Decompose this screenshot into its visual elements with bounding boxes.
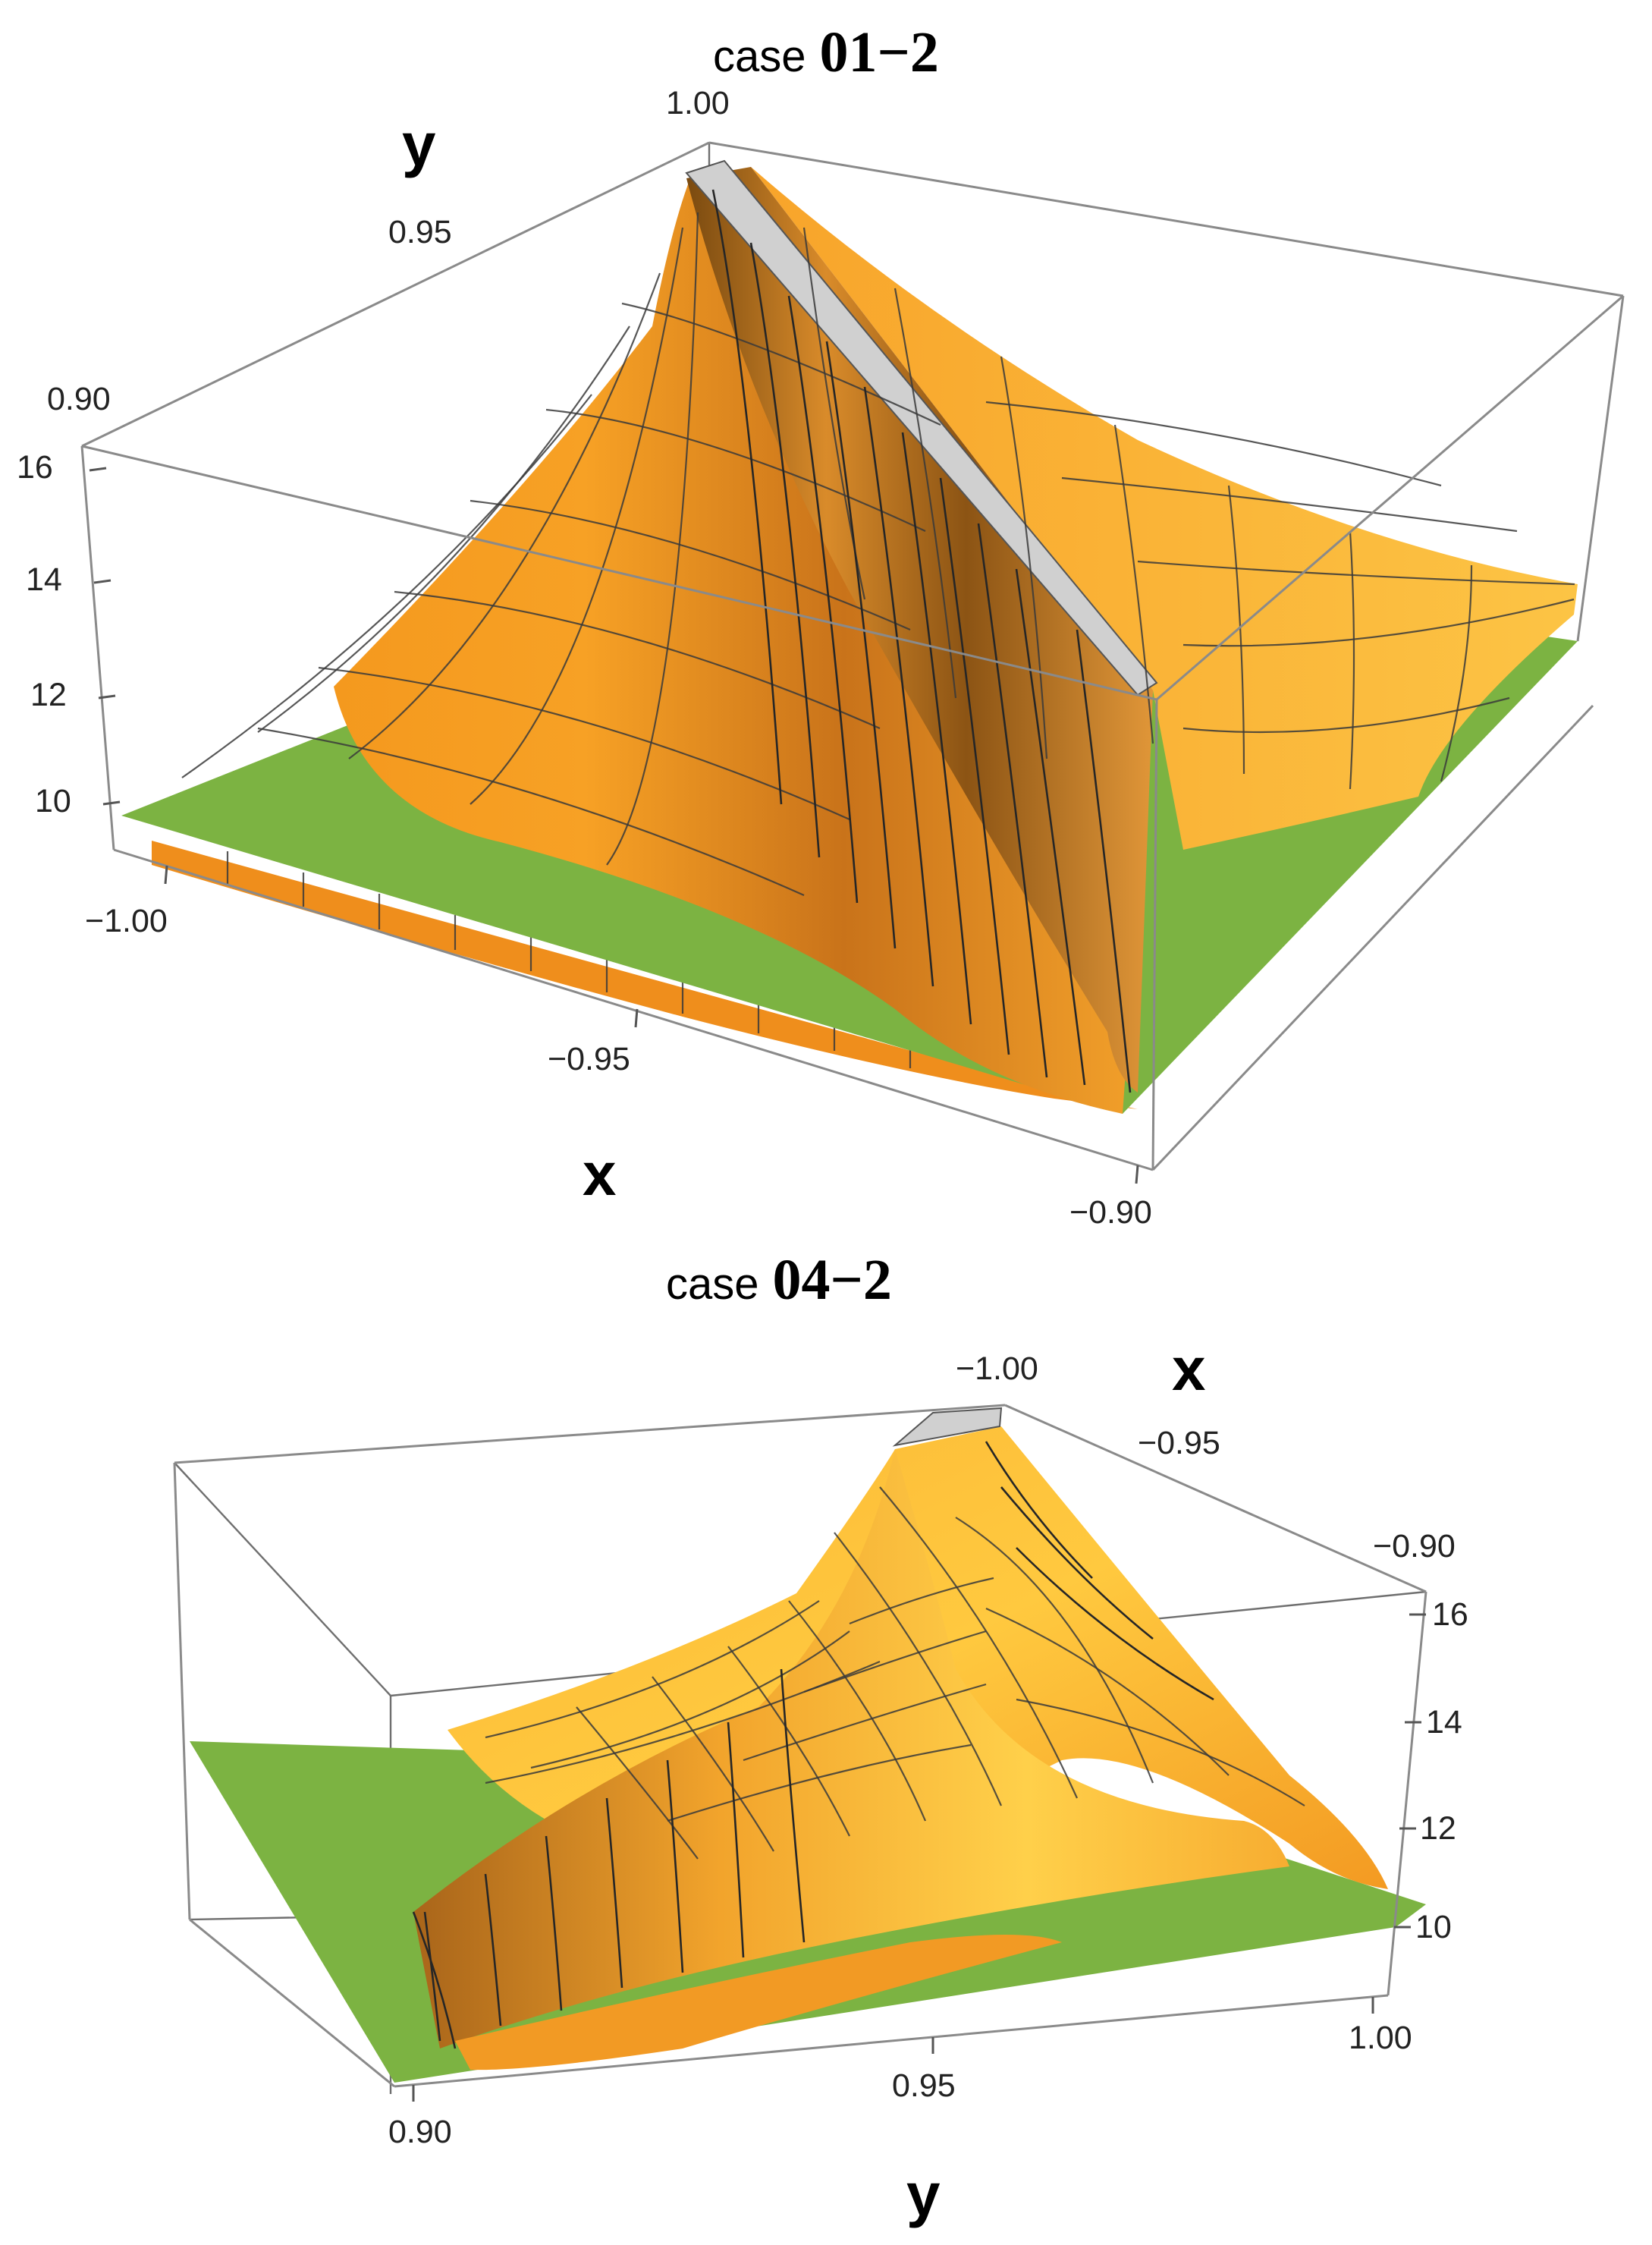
panel-1-z-ticks: 16 14 12 10 (17, 449, 121, 819)
panel-2-ridge-cap (892, 1407, 1003, 1447)
panel-2-ridge-lines (412, 1441, 1214, 2049)
panel-1-x-tick-max: −0.90 (1069, 1194, 1152, 1231)
panel-1-ridge-cap (685, 159, 1158, 696)
panel-1-z-tick-14: 14 (26, 561, 62, 598)
panel-1-x-tick-min: −1.00 (85, 903, 168, 939)
panel-2-x-tick-max: −0.90 (1373, 1528, 1456, 1564)
chart-panel-2: case 04−2 (173, 1248, 1468, 2228)
panel-2-x-axis-label: x (1172, 1335, 1206, 1403)
panel-2-x-tick-min: −1.00 (956, 1350, 1038, 1387)
panel-2-z-tick-12: 12 (1420, 1810, 1456, 1847)
panel-1-box (80, 141, 1625, 1171)
panel-1-z-tick-12: 12 (30, 677, 67, 713)
panel-1-z-tick-10: 10 (35, 783, 71, 819)
panel-2-y-tick-0.90: 0.90 (388, 2114, 452, 2150)
panel-2-surface-front (413, 1449, 1289, 2048)
panel-2-surface-mesh (485, 1486, 1305, 1860)
panel-1-x-ticks: −1.00 −0.95 −0.90 x (85, 865, 1152, 1231)
panel-1-title-prefix: case (713, 32, 806, 81)
panel-1-y-tick-1.00: 1.00 (666, 85, 730, 121)
panel-1-x-axis-label: x (583, 1140, 617, 1208)
panel-2-box (173, 1404, 1427, 2088)
panel-1-title-id: 01−2 (820, 20, 939, 84)
panel-2-y-axis-label: y (906, 2161, 941, 2228)
panel-1-y-tick-0.95: 0.95 (388, 214, 452, 250)
panel-2-z-tick-14: 14 (1426, 1704, 1462, 1740)
panel-2-z-tick-10: 10 (1415, 1909, 1452, 1945)
panel-2-z-tick-16: 16 (1432, 1596, 1468, 1633)
panel-2-title: case 04−2 (666, 1248, 892, 1312)
panel-1-y-axis-label: y (402, 111, 436, 178)
panel-1-surface-right (751, 167, 1578, 850)
panel-1-z-tick-16: 16 (17, 449, 53, 486)
chart-panel-1: case 01−2 (17, 20, 1625, 1231)
panel-2-y-ticks: 0.90 0.95 1.00 y (388, 1997, 1412, 2228)
panel-1-surface-mesh (181, 212, 1575, 897)
panel-2-y-tick-0.95: 0.95 (892, 2067, 956, 2104)
panel-2-x-tick-mid: −0.95 (1138, 1425, 1220, 1461)
panel-1-y-ticks: 0.90 0.95 1.00 y (47, 85, 730, 417)
panel-2-y-tick-1.00: 1.00 (1349, 2020, 1412, 2056)
panel-2-title-id: 04−2 (773, 1248, 892, 1312)
panel-1-y-tick-0.90: 0.90 (47, 381, 111, 417)
panel-2-surface-underside (455, 1935, 1062, 2070)
panel-2-title-prefix: case (666, 1259, 759, 1309)
panel-1-title: case 01−2 (713, 20, 939, 84)
panel-1-ridge-wall (686, 167, 1153, 1093)
panel-1-ridge-lines (711, 189, 1132, 1093)
panel-1-x-tick-mid: −0.95 (548, 1041, 630, 1077)
panel-2-x-ticks: −1.00 −0.95 −0.90 x (956, 1335, 1456, 1564)
panel-2-z-ticks: 16 14 12 10 (1394, 1596, 1468, 1945)
